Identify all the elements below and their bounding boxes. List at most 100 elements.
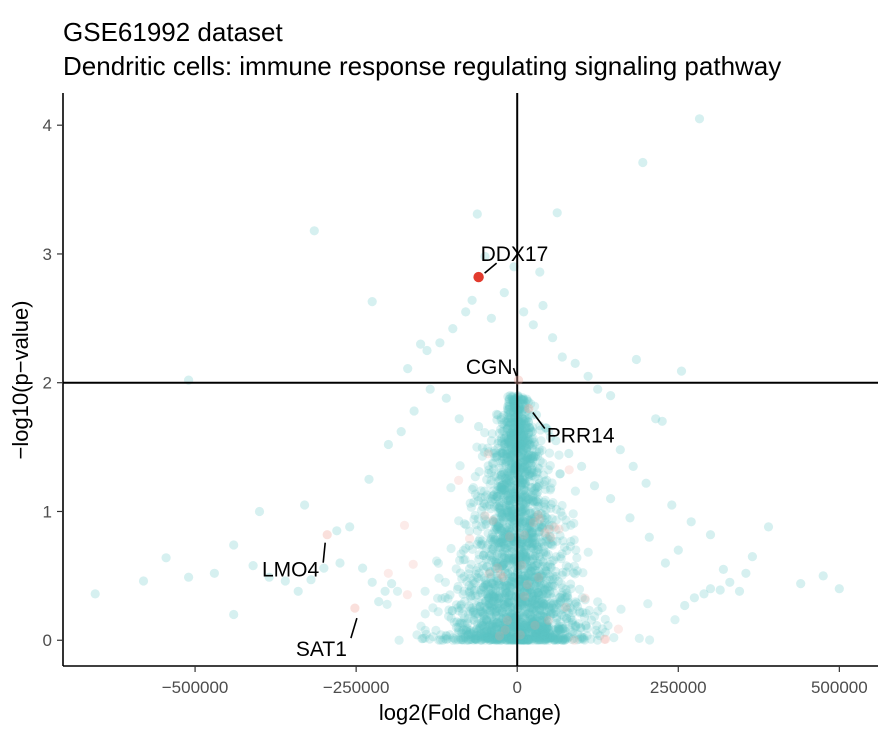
data-point <box>526 507 536 517</box>
data-point <box>541 547 551 558</box>
data-point <box>519 634 529 644</box>
data-point <box>495 534 505 545</box>
data-point <box>489 617 499 627</box>
data-point <box>463 630 473 640</box>
data-point <box>586 634 596 644</box>
data-point <box>507 509 517 519</box>
data-point <box>480 251 490 262</box>
data-point <box>525 542 536 552</box>
data-point <box>540 565 550 575</box>
data-point <box>535 627 545 637</box>
data-point <box>504 463 514 474</box>
data-point <box>491 607 501 617</box>
data-point <box>527 468 537 478</box>
data-point <box>493 619 503 629</box>
data-point <box>542 634 552 644</box>
data-point <box>505 467 515 477</box>
data-point <box>528 320 538 330</box>
data-point <box>494 580 504 590</box>
data-point <box>508 601 518 611</box>
data-point <box>505 429 516 440</box>
data-point <box>572 635 583 645</box>
data-point <box>493 629 503 639</box>
data-point <box>491 610 502 620</box>
data-point <box>466 593 476 603</box>
data-point <box>519 463 529 473</box>
data-point <box>524 569 534 579</box>
data-point <box>486 533 496 543</box>
data-point <box>440 577 450 587</box>
data-point <box>518 436 528 446</box>
data-point <box>530 401 540 411</box>
data-point <box>551 629 561 639</box>
data-point <box>466 584 476 595</box>
data-point <box>517 597 527 607</box>
data-point <box>500 632 510 642</box>
data-point <box>519 430 529 440</box>
data-point <box>524 621 534 631</box>
data-point <box>537 621 547 631</box>
data-point <box>494 436 504 446</box>
data-point <box>489 517 499 527</box>
data-point <box>503 630 513 641</box>
data-point <box>567 618 577 628</box>
data-point <box>502 449 512 459</box>
data-point <box>525 455 535 466</box>
data-point <box>517 553 527 563</box>
data-point <box>477 451 487 461</box>
data-point <box>489 557 499 567</box>
data-point <box>502 562 512 572</box>
data-point <box>545 598 555 609</box>
data-point <box>501 635 511 645</box>
data-point <box>521 531 531 541</box>
data-point <box>520 635 530 645</box>
data-point <box>488 543 498 553</box>
data-point <box>506 635 516 645</box>
data-point <box>517 478 527 488</box>
data-point <box>517 452 527 462</box>
data-point <box>520 471 530 481</box>
data-point <box>541 631 551 641</box>
data-point <box>527 577 537 587</box>
data-point <box>534 527 544 537</box>
data-point <box>553 576 563 586</box>
data-point <box>466 603 476 613</box>
data-point <box>462 577 472 587</box>
data-point <box>544 633 554 644</box>
data-point <box>589 481 600 491</box>
data-point <box>506 534 516 544</box>
data-point <box>474 568 484 578</box>
data-point <box>518 631 528 641</box>
data-point <box>491 552 501 562</box>
data-point <box>481 555 491 565</box>
data-point <box>550 635 560 645</box>
data-point <box>491 618 501 628</box>
data-point <box>484 599 494 609</box>
data-point <box>504 635 515 645</box>
data-point <box>526 458 536 468</box>
data-point <box>522 439 532 449</box>
data-point <box>504 634 514 644</box>
data-point <box>470 634 480 644</box>
data-point <box>505 556 515 566</box>
data-point <box>519 307 529 317</box>
data-point <box>477 620 487 630</box>
data-point <box>538 610 548 621</box>
data-point <box>435 338 445 348</box>
data-point <box>518 395 528 405</box>
data-point <box>566 520 576 530</box>
data-point <box>519 450 529 460</box>
data-point <box>476 486 486 496</box>
data-point <box>463 609 474 620</box>
data-point <box>497 486 507 496</box>
data-point <box>525 518 535 529</box>
data-point <box>522 394 532 404</box>
data-point <box>552 536 562 546</box>
data-point <box>545 581 555 591</box>
data-point <box>488 596 499 606</box>
data-point <box>504 511 514 521</box>
data-point <box>534 478 544 488</box>
data-point <box>540 635 550 645</box>
data-point <box>528 452 538 462</box>
data-point <box>521 633 531 643</box>
